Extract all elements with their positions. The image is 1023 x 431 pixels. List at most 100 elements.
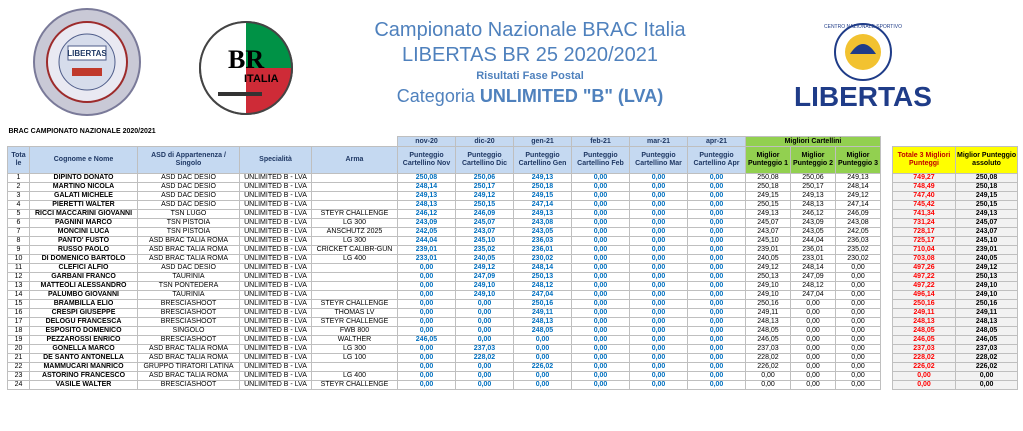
month-score-cell: 0,00 [455,380,514,390]
weapon-cell: LG 400 [311,371,398,381]
rank-cell: 10 [7,254,30,264]
month-score-cell: 0,00 [571,281,630,291]
specialty-cell: UNLIMITED B - LVA [239,191,312,201]
table-row: 20 GONELLA MARCO ASD BRAC TALIA ROMA UNLIMI… [7,344,1019,354]
spacer-cell [881,273,893,282]
month-score-cell: 0,00 [687,344,746,354]
month-score-cell: 0,00 [687,326,746,336]
name-cell: MONCINI LUCA [29,227,138,237]
month-score-cell: 0,00 [571,362,630,372]
best-score-cell: 248,13 [745,317,791,327]
month-score-cell: 0,00 [513,344,572,354]
page-header: LIBERTAS BR ITALIA Campionato Nazionale … [0,0,1023,124]
month-score-cell: 249,12 [455,263,514,273]
month-score-cell: 0,00 [571,227,630,237]
month-header: gen-21 [513,136,572,147]
best-score-cell: 0,00 [745,380,791,390]
table-row: 14 PALUMBO GIOVANNI TAURINIA UNLIMITED B - … [7,290,1019,300]
absolute-best-cell: 248,13 [954,317,1019,327]
month-score-cell: 236,01 [513,245,572,255]
month-score-cell: 0,00 [397,299,456,309]
month-score-cell: 0,00 [397,317,456,327]
best-score-cell: 233,01 [790,254,836,264]
best-score-cell: 246,12 [790,209,836,219]
weapon-cell [311,281,398,291]
best-score-cell: 247,09 [790,272,836,282]
month-score-cell: 0,00 [571,236,630,246]
weapon-cell: THOMAS LV [311,308,398,318]
month-score-cell: 0,00 [397,380,456,390]
month-score-cell: 0,00 [571,335,630,345]
month-score-cell: 0,00 [629,281,688,291]
month-score-cell: 0,00 [629,236,688,246]
absolute-best-cell: 228,02 [954,353,1019,363]
brac-italia-logo: BR ITALIA [198,20,294,116]
specialty-cell: UNLIMITED B - LVA [239,308,312,318]
best-score-cell: 249,10 [745,290,791,300]
weapon-cell: LG 100 [311,353,398,363]
month-score-cell: 0,00 [513,380,572,390]
specialty-cell: UNLIMITED B - LVA [239,380,312,390]
club-cell: TSN PISTOIA [137,218,240,228]
name-cell: PAGNINI MARCO [29,218,138,228]
col-header-absolute: Miglior Punteggio assoluto [954,146,1019,174]
table-row: 19 PEZZAROSSI ENRICO BRESCIASHOOT UNLIMITED… [7,335,1019,345]
month-score-cell: 0,00 [687,227,746,237]
best-score-cell: 0,00 [790,380,836,390]
best-score-cell: 0,00 [835,263,881,273]
spacer-cell [881,264,893,273]
table-row: 12 GARBANI FRANCO TAURINIA UNLIMITED B - LV… [7,272,1019,282]
best-score-cell: 0,00 [835,308,881,318]
month-score-cell: 0,00 [629,209,688,219]
best-score-cell: 249,15 [745,191,791,201]
month-score-cell: 248,13 [513,317,572,327]
rank-cell: 9 [7,245,30,255]
total-cell: 496,14 [892,290,956,300]
best-score-cell: 236,01 [790,245,836,255]
spacer-cell [881,381,893,390]
absolute-best-cell: 239,01 [954,245,1019,255]
spacer-cell [881,318,893,327]
month-score-cell: 235,02 [455,245,514,255]
specialty-cell: UNLIMITED B - LVA [239,236,312,246]
best-score-cell: 228,02 [745,353,791,363]
month-score-cell: 0,00 [687,254,746,264]
spacer-cell [881,219,893,228]
spacer-cell [881,183,893,192]
italia-text: ITALIA [244,73,279,85]
total-cell: 749,27 [892,173,956,183]
month-score-cell: 228,02 [455,353,514,363]
month-score-cell: 237,03 [455,344,514,354]
best-score-cell: 0,00 [790,317,836,327]
weapon-cell: LG 300 [311,236,398,246]
club-cell: BRESCIASHOOT [137,317,240,327]
month-score-cell: 0,00 [397,326,456,336]
best-score-cell: 249,10 [745,281,791,291]
month-score-cell: 0,00 [571,209,630,219]
month-score-cell: 0,00 [571,254,630,264]
month-score-cell: 250,15 [455,200,514,210]
spacer-cell [881,327,893,336]
month-score-cell: 245,07 [455,218,514,228]
month-score-cell: 0,00 [571,380,630,390]
month-score-cell: 0,00 [687,353,746,363]
month-score-cell: 243,08 [513,218,572,228]
table-row: 18 ESPOSITO DOMENICO SINGOLO UNLIMITED B - … [7,326,1019,336]
best-score-cell: 250,15 [745,200,791,210]
month-score-cell: 249,13 [397,191,456,201]
col-header-month-score: Punteggio Cartellino Feb [571,146,630,174]
best-score-cell: 230,02 [835,254,881,264]
month-score-cell: 0,00 [629,308,688,318]
month-score-cell: 0,00 [571,371,630,381]
absolute-best-cell: 250,18 [954,182,1019,192]
best-score-cell: 248,05 [745,326,791,336]
total-cell: 248,05 [892,326,956,336]
club-cell: ASD BRAC TALIA ROMA [137,254,240,264]
name-cell: RICCI MACCARINI GIOVANNI [29,209,138,219]
month-score-cell: 0,00 [455,371,514,381]
spacer-cell [881,291,893,300]
weapon-cell: ANSCHUTZ 2025 [311,227,398,237]
month-score-cell: 0,00 [687,335,746,345]
month-score-cell: 0,00 [571,344,630,354]
total-cell: 741,34 [892,209,956,219]
